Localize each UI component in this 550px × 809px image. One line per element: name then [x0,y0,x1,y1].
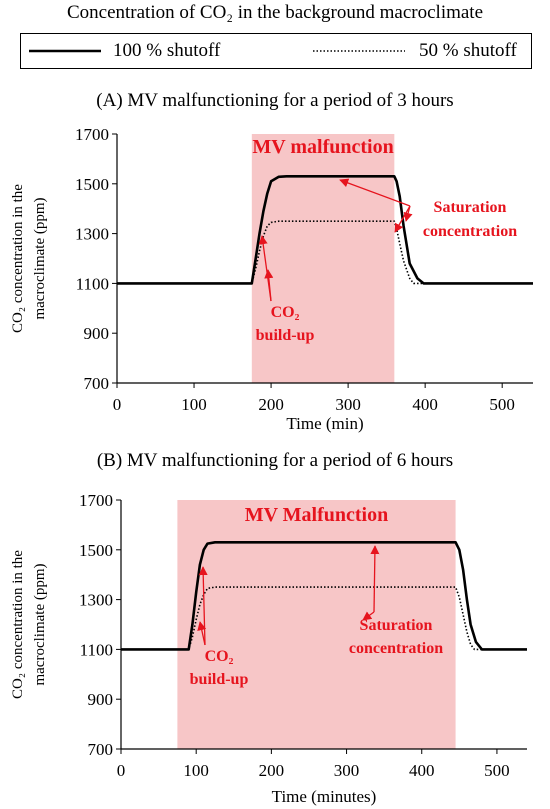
b-y-tick-label: 1700 [79,491,113,510]
figure-title: Concentration of CO₂ in the background m… [66,2,484,23]
a-shade-label: MV malfunction [252,136,393,158]
legend-dotted-swatch [313,50,405,52]
b-y-tick-label: 1300 [79,591,113,610]
a-x-tick-label: 500 [489,395,515,414]
a-saturation-label-1: Saturation [434,199,507,216]
a-saturation-arrow [339,178,411,207]
a-y-tick-label: 1100 [76,274,109,293]
b-saturation-arrow [362,611,375,621]
a-x-tick-label: 300 [335,395,361,414]
b-y-tick-label: 1100 [80,640,113,659]
b-y-axis-label-1: CO₂ concentration in the [10,550,26,699]
b-saturation-label-1: Saturation [360,617,433,634]
panel-b-title: (B) MV malfunctioning for a period of 6 … [96,450,454,471]
b-y-tick-label: 1500 [79,541,113,560]
a-x-axis-label: Time (min) [286,414,363,433]
legend-solid-swatch [29,49,101,53]
a-buildup-arrow [264,269,274,302]
b-y-axis-label-2: macroclimate (ppm) [32,563,48,685]
b-x-tick-label: 400 [409,761,435,780]
a-y-tick-label: 1500 [75,175,109,194]
a-saturation-label-2: concentration [423,223,517,240]
a-x-tick-label: 0 [113,395,122,414]
b-y-tick-label: 700 [88,740,114,759]
a-buildup-label-1: CO₂ [271,304,300,321]
b-x-axis-label: Time (minutes) [272,787,377,806]
a-y-tick-label: 700 [84,374,110,393]
b-buildup-label-2: build-up [190,671,249,688]
a-series-50-shutoff [117,220,533,285]
legend: 100 % shutoff 50 % shutoff [20,33,532,69]
a-y-axis-label-1: CO₂ concentration in the [10,184,26,333]
b-series-100-shutoff [121,540,527,651]
b-shade-label: MV Malfunction [245,504,389,526]
b-buildup-arrow [198,566,208,646]
a-saturation-arrow [394,205,411,233]
a-x-tick-label: 200 [258,395,284,414]
panel-a-title: (A) MV malfunctioning for a period of 3 … [96,90,454,111]
b-x-tick-label: 500 [484,761,510,780]
b-saturation-label-2: concentration [349,640,443,657]
b-saturation-arrow [370,545,380,613]
a-buildup-label-2: build-up [256,327,315,344]
b-y-tick-label: 900 [88,690,114,709]
legend-label-100: 100 % shutoff [113,40,221,61]
a-saturation-arrow [403,205,413,222]
a-y-tick-label: 1300 [75,225,109,244]
b-series-50-shutoff [121,586,527,651]
a-y-tick-label: 1700 [75,125,109,144]
b-x-tick-label: 300 [334,761,360,780]
a-x-tick-label: 100 [181,395,207,414]
b-x-tick-label: 200 [259,761,285,780]
b-x-tick-label: 100 [183,761,209,780]
a-x-tick-label: 400 [412,395,438,414]
a-y-axis-label-2: macroclimate (ppm) [32,197,48,319]
b-buildup-label-1: CO₂ [205,648,234,665]
b-buildup-arrow [197,621,207,646]
legend-label-50: 50 % shutoff [419,40,517,61]
b-x-tick-label: 0 [117,761,126,780]
a-y-tick-label: 900 [84,324,110,343]
a-series-100-shutoff [117,175,533,285]
